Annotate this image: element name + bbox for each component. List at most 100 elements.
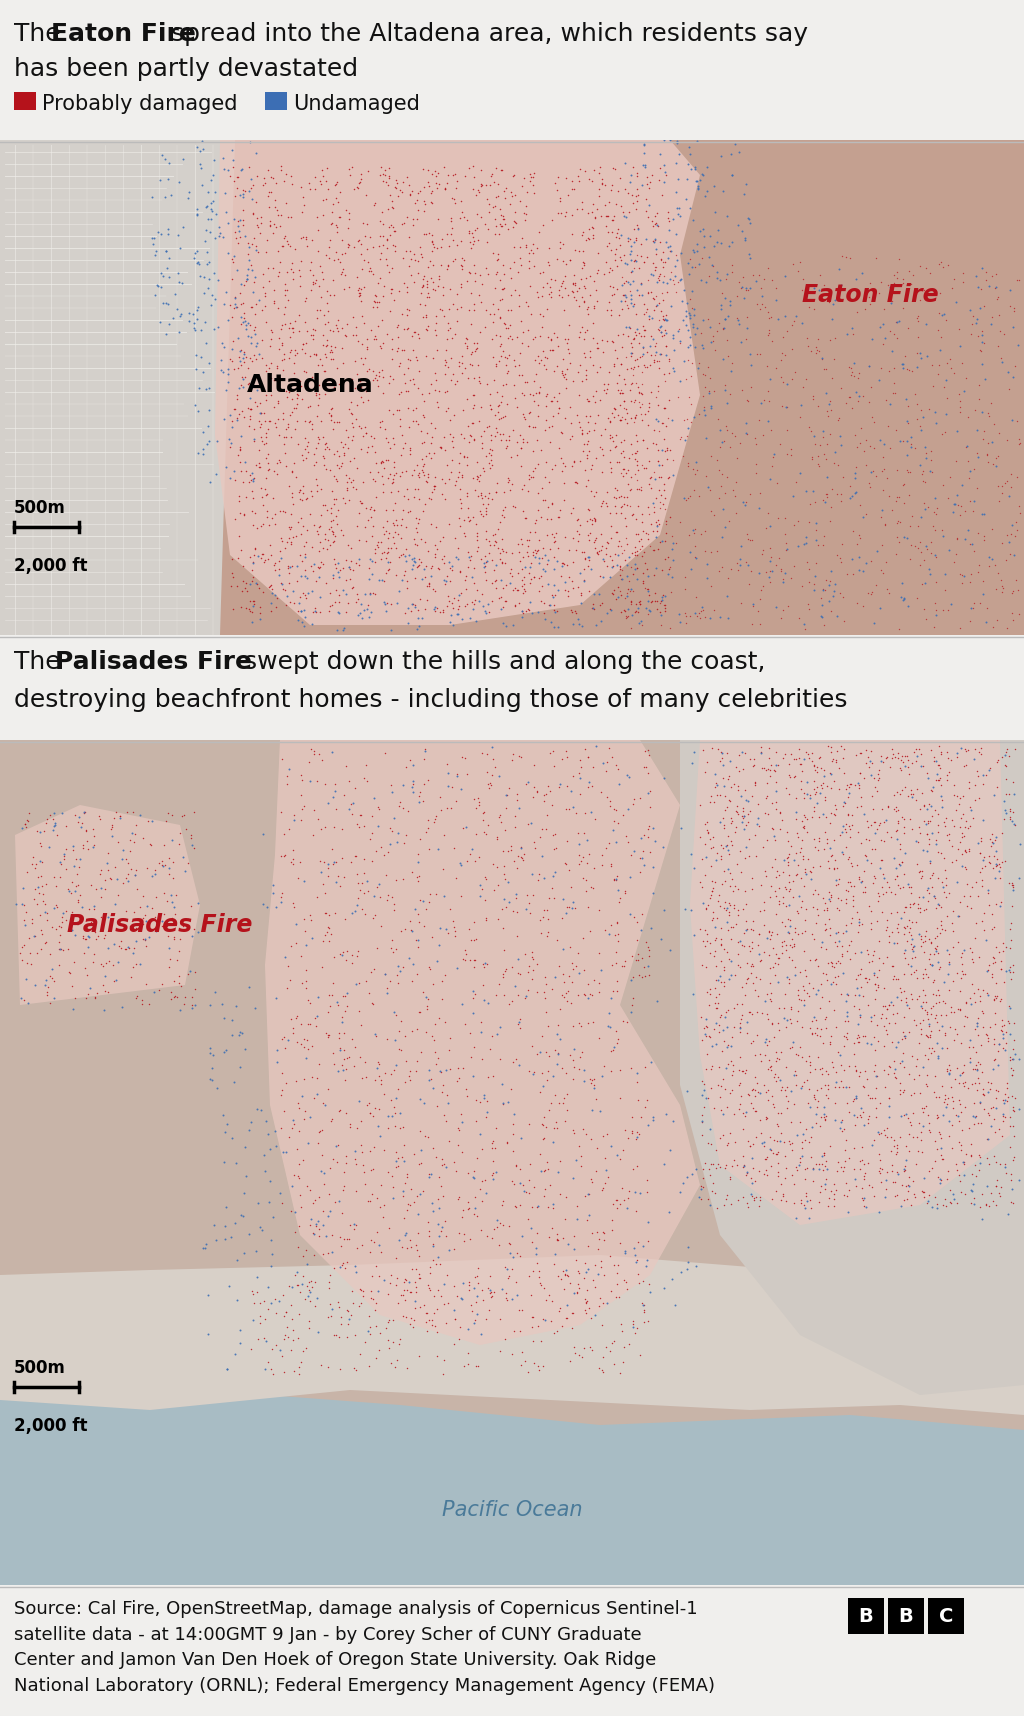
Point [926, 966, 942, 994]
Point [338, 1100, 354, 1127]
Point [719, 463, 735, 491]
Point [285, 1326, 301, 1354]
Point [905, 261, 922, 288]
Text: B: B [859, 1606, 873, 1625]
Point [186, 976, 203, 1004]
Point [504, 988, 520, 1016]
Point [290, 1325, 306, 1352]
Point [521, 899, 538, 927]
Point [588, 444, 604, 472]
Point [326, 527, 342, 554]
Point [566, 1054, 583, 1081]
Point [930, 1103, 946, 1131]
Point [379, 235, 395, 263]
Point [629, 451, 645, 479]
Point [536, 1124, 552, 1151]
Point [797, 956, 813, 983]
Point [707, 1179, 723, 1206]
Point [626, 228, 642, 256]
Point [951, 331, 968, 359]
Point [125, 939, 141, 966]
Point [413, 1136, 429, 1163]
Point [249, 393, 265, 420]
Point [966, 589, 982, 616]
Point [165, 865, 181, 892]
Point [679, 405, 695, 432]
Point [469, 465, 485, 492]
Point [762, 970, 778, 997]
Point [563, 597, 580, 625]
Point [334, 450, 350, 477]
Point [681, 384, 697, 412]
Point [874, 559, 891, 587]
Point [290, 597, 306, 625]
Point [974, 350, 990, 378]
Point [479, 371, 496, 398]
Point [558, 1256, 574, 1284]
Point [610, 542, 627, 570]
Point [908, 741, 925, 769]
Point [635, 151, 651, 178]
Point [387, 1148, 403, 1175]
Point [281, 379, 297, 407]
Point [579, 444, 595, 472]
Point [541, 1282, 557, 1309]
Point [816, 1071, 833, 1098]
Point [289, 553, 305, 580]
Point [524, 1193, 541, 1220]
Point [269, 367, 286, 395]
Point [509, 441, 525, 468]
Point [732, 1014, 749, 1042]
Point [365, 1155, 381, 1182]
Point [744, 928, 761, 956]
Point [106, 891, 123, 918]
Point [310, 554, 327, 582]
Point [262, 333, 279, 360]
Point [579, 1299, 595, 1326]
Point [455, 252, 471, 280]
Point [461, 915, 477, 942]
Point [202, 1040, 218, 1067]
Point [556, 364, 572, 391]
Point [874, 443, 891, 470]
Point [65, 897, 81, 925]
Point [621, 227, 637, 254]
Point [276, 293, 293, 321]
Point [791, 506, 807, 534]
Point [841, 1175, 857, 1203]
Point [831, 1042, 848, 1069]
Point [624, 353, 640, 381]
Point [244, 1278, 260, 1306]
Point [886, 844, 902, 872]
Point [390, 1227, 407, 1254]
Point [305, 1220, 322, 1248]
Point [554, 549, 570, 577]
Point [605, 807, 622, 834]
Point [311, 371, 328, 398]
Point [893, 583, 909, 611]
Point [698, 1040, 715, 1067]
Point [889, 1181, 905, 1208]
Point [623, 999, 639, 1026]
Point [623, 1054, 639, 1081]
Point [243, 544, 259, 571]
Point [909, 776, 926, 803]
Point [613, 1318, 630, 1345]
Point [615, 801, 632, 829]
Point [391, 1036, 408, 1064]
Point [482, 1275, 499, 1302]
Point [301, 393, 317, 420]
Point [182, 958, 199, 985]
Point [467, 980, 483, 1007]
Point [558, 1304, 574, 1332]
Point [882, 1054, 898, 1081]
Point [287, 1218, 303, 1246]
Point [994, 1086, 1011, 1114]
Point [339, 230, 355, 257]
Point [348, 314, 365, 341]
Point [739, 788, 756, 815]
Point [506, 384, 522, 412]
Point [793, 863, 809, 891]
Point [536, 590, 552, 618]
Point [209, 427, 225, 455]
